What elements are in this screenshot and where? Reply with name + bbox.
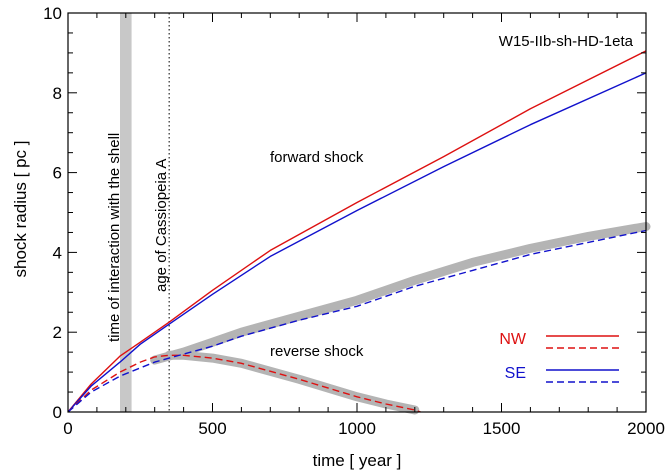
y-axis-label: shock radius [ pc ] bbox=[11, 140, 30, 277]
shell-interaction-band bbox=[120, 13, 132, 412]
forward-shock-label: forward shock bbox=[270, 149, 364, 166]
y-tick-label: 4 bbox=[53, 243, 62, 262]
shell-annotation: time of interaction with the shell bbox=[106, 133, 123, 342]
series-line-se-forward-shock bbox=[67, 72, 647, 413]
x-tick-label: 0 bbox=[63, 419, 72, 438]
series-line-nw-reverse-shock bbox=[67, 354, 421, 413]
x-tick-label: 1000 bbox=[338, 419, 376, 438]
y-tick-label: 8 bbox=[53, 84, 62, 103]
x-tick-label: 500 bbox=[198, 419, 226, 438]
x-tick-label: 1500 bbox=[483, 419, 521, 438]
legend: NW SE bbox=[499, 331, 619, 383]
reverse-shock-label: reverse shock bbox=[270, 343, 364, 360]
legend-label-nw: NW bbox=[499, 331, 527, 348]
series-line-se-reverse-shock bbox=[67, 229, 647, 413]
casa-annotation: age of Cassiopeia A bbox=[153, 159, 170, 292]
y-tick-label: 6 bbox=[53, 164, 62, 183]
y-tick-label: 0 bbox=[53, 403, 62, 422]
chart-title: W15-IIb-sh-HD-1eta bbox=[499, 33, 634, 50]
x-tick-label: 2000 bbox=[627, 419, 665, 438]
legend-label-se: SE bbox=[505, 365, 526, 382]
plot-area: 0 500 1000 1500 2000 0 2 4 6 8 10 bbox=[43, 4, 665, 438]
x-axis-label: time [ year ] bbox=[313, 451, 402, 470]
y-tick-label: 10 bbox=[43, 4, 62, 23]
series-line-nw-forward-shock bbox=[67, 50, 647, 413]
reverse-shock-band-0 bbox=[150, 222, 651, 365]
y-tick-label: 2 bbox=[53, 323, 62, 342]
